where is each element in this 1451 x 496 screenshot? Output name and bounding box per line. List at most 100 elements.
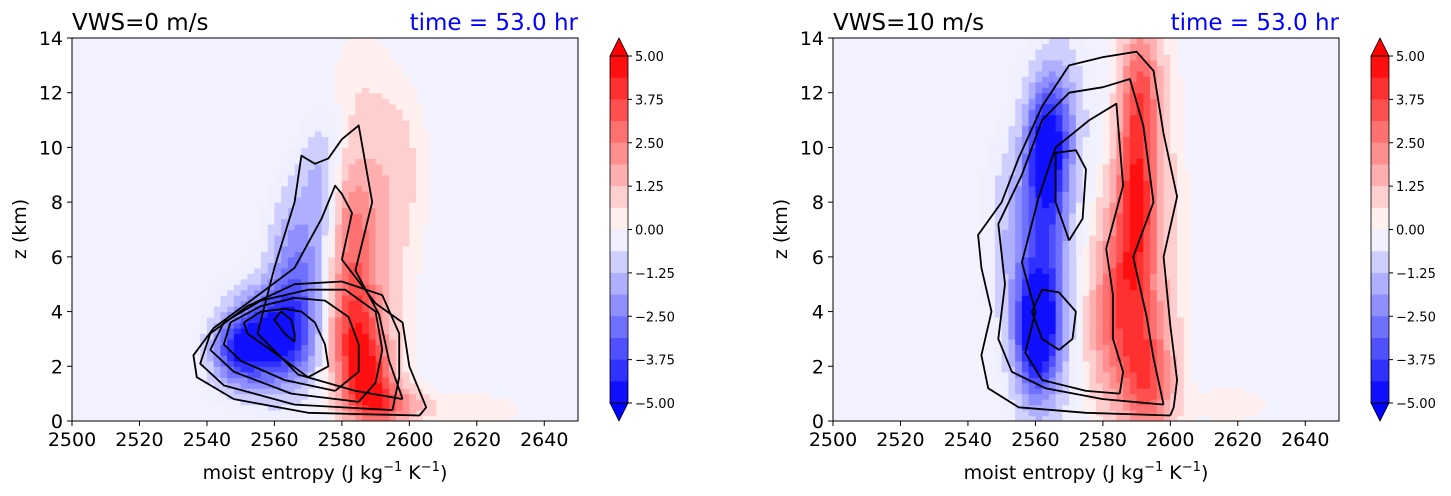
heat-cell [1116, 245, 1124, 252]
heat-cell [1048, 196, 1057, 203]
heat-cell [1062, 38, 1070, 45]
heat-cell [362, 87, 370, 94]
heat-cell [1102, 114, 1111, 121]
heat-cell [314, 169, 323, 176]
heat-cell [1082, 81, 1090, 88]
heat-cell [341, 355, 350, 362]
heat-cell [355, 415, 363, 421]
heat-cell [1082, 48, 1090, 56]
heat-cell [301, 399, 309, 406]
heat-cell [1156, 152, 1165, 159]
heat-cell [321, 404, 329, 411]
heat-cell [1150, 382, 1158, 389]
colorbar-segment [610, 316, 628, 339]
heat-cell [1231, 393, 1239, 400]
heat-cell [362, 240, 370, 247]
heat-cell [1163, 136, 1171, 143]
heat-cell [1143, 158, 1151, 165]
heat-cell [1143, 81, 1151, 88]
heat-cell [981, 240, 989, 247]
heat-cell [402, 158, 410, 165]
heat-cell [1129, 311, 1138, 318]
heat-cell [1177, 404, 1185, 411]
heat-cell [1048, 388, 1057, 395]
heat-cell [1082, 284, 1090, 291]
heat-cell [1163, 399, 1171, 406]
heat-cell [1008, 377, 1016, 384]
heat-cell [1015, 185, 1023, 192]
heat-cell [1069, 125, 1077, 132]
heat-cell [1015, 327, 1023, 335]
heat-cell [1123, 229, 1131, 236]
heat-cell [1069, 377, 1077, 384]
heat-cell [308, 131, 316, 138]
heat-cell [1089, 355, 1097, 362]
heat-cell [1055, 399, 1063, 406]
heat-cell [409, 180, 417, 187]
heat-cell [362, 251, 370, 258]
heat-cell [240, 338, 249, 345]
heat-cell [308, 399, 316, 406]
heat-cell [1096, 251, 1104, 258]
heat-cell [287, 382, 296, 389]
heat-cell [1096, 404, 1104, 411]
heat-cell [1008, 114, 1016, 121]
heat-cell [1143, 229, 1151, 236]
heat-cell [422, 393, 431, 400]
heat-cell [355, 338, 363, 345]
heat-cell [240, 377, 249, 384]
heat-cell [422, 180, 431, 187]
heat-cell [1143, 327, 1151, 335]
heat-cell [368, 76, 377, 83]
heat-cell [1170, 377, 1178, 384]
heat-cell [247, 295, 255, 302]
heat-cell [301, 273, 309, 280]
heat-cell [362, 344, 370, 351]
heat-cell [1150, 240, 1158, 247]
heat-cell [314, 147, 323, 154]
heat-cell [240, 300, 249, 307]
heat-cell [1177, 114, 1185, 121]
heat-cell [362, 355, 370, 362]
heat-cell [395, 399, 404, 406]
heat-cell [301, 125, 309, 132]
heat-cell [1109, 278, 1117, 285]
heat-cell [267, 306, 275, 313]
heat-cell [335, 295, 343, 302]
heat-cell [1129, 229, 1138, 236]
heat-cell [1183, 327, 1192, 335]
heat-cell [233, 371, 242, 378]
heat-cell [348, 306, 356, 313]
heat-cell [1109, 256, 1117, 263]
heat-cell [1008, 136, 1016, 143]
heat-cell [449, 393, 458, 400]
heat-cell [1150, 180, 1158, 187]
heat-cell [206, 311, 215, 318]
heat-cell [348, 234, 356, 242]
heat-cell [1069, 360, 1077, 367]
heat-cell [1109, 371, 1117, 378]
heat-cell [1062, 234, 1070, 242]
heat-cell [1075, 136, 1084, 143]
heat-cell [348, 213, 356, 220]
heat-cell [240, 366, 249, 373]
heat-cell [382, 415, 390, 421]
heat-cell [382, 311, 390, 318]
heat-cell [1136, 360, 1144, 367]
heat-cell [490, 399, 498, 406]
heat-cell [1048, 98, 1057, 105]
heat-cell [247, 322, 255, 329]
heat-cell [1217, 393, 1225, 400]
heat-cell [294, 360, 302, 367]
heat-cell [1021, 103, 1030, 110]
heat-cell [308, 136, 316, 143]
heat-cell [994, 147, 1003, 154]
heat-cell [389, 169, 397, 176]
heat-cell [1075, 224, 1084, 231]
heat-cell [227, 344, 235, 351]
heat-cell [1021, 92, 1030, 99]
heat-cell [274, 355, 282, 362]
heat-cell [1136, 38, 1144, 45]
heat-cell [1143, 65, 1151, 72]
heat-cell [1008, 349, 1016, 356]
